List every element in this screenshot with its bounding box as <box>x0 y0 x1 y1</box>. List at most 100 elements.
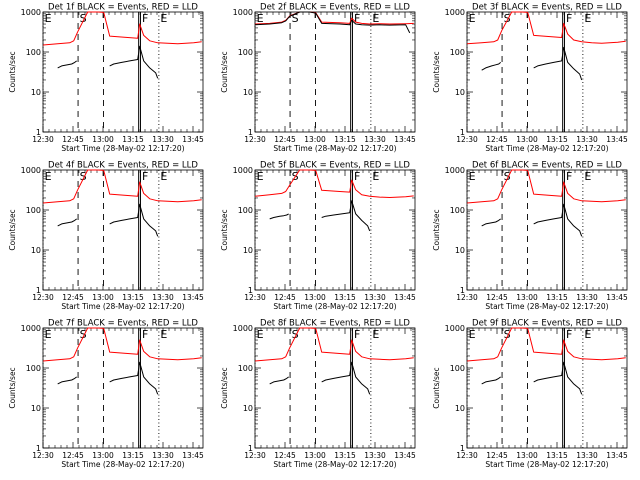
events-rate-line <box>109 45 159 79</box>
plot-frame <box>254 169 416 291</box>
chart-title: Det 5f BLACK = Events, RED = LLD <box>260 161 410 171</box>
x-axis-label: Start Time (28-May-02 12:17:20) <box>61 302 184 311</box>
event-marker-label: S <box>80 12 87 25</box>
events-rate-line <box>533 46 583 81</box>
event-marker-label: S <box>504 328 511 341</box>
event-marker-label: E <box>372 12 379 25</box>
y-axis-label: Counts/sec <box>220 209 229 250</box>
y-tick-label: 10 <box>243 88 253 97</box>
events-rate-line <box>481 218 502 227</box>
x-tick-label: 13:45 <box>182 293 204 302</box>
event-marker-label: E <box>469 170 476 183</box>
y-tick-label: 100 <box>450 206 465 215</box>
chart-panel-9: Det 9f BLACK = Events, RED = LLD 1 10 100 10… <box>432 319 628 470</box>
events-rate-line <box>321 200 371 232</box>
events-rate-line <box>321 361 371 395</box>
x-tick-label: 13:00 <box>92 293 114 302</box>
y-tick-label: 100 <box>450 48 465 57</box>
y-tick-label: 10 <box>455 88 465 97</box>
x-tick-label: 12:45 <box>486 135 508 144</box>
events-rate-line <box>109 361 159 395</box>
event-marker-label: E <box>372 170 379 183</box>
y-tick-label: 1 <box>36 128 41 137</box>
y-tick-label: 1000 <box>21 166 41 175</box>
x-tick-label: 13:45 <box>606 451 628 460</box>
x-tick-label: 13:45 <box>394 293 416 302</box>
event-marker-label: F <box>142 170 148 183</box>
y-tick-label: 1000 <box>233 324 253 333</box>
event-marker-label: E <box>45 170 52 183</box>
y-tick-label: 1 <box>248 444 253 453</box>
y-tick-label: 1 <box>248 286 253 295</box>
x-tick-label: 13:00 <box>92 451 114 460</box>
y-tick-label: 1 <box>36 444 41 453</box>
y-axis-label: Counts/sec <box>220 51 229 92</box>
plot-frame <box>42 169 204 291</box>
event-marker-label: S <box>80 170 87 183</box>
event-marker-label: S <box>80 328 87 341</box>
chart-panel-5: Det 5f BLACK = Events, RED = LLD 1 10 100 10… <box>220 161 416 312</box>
x-tick-label: 13:45 <box>182 451 204 460</box>
events-rate-line <box>481 62 502 71</box>
x-tick-label: 12:30 <box>32 451 54 460</box>
y-tick-label: 1 <box>460 286 465 295</box>
chart-title: Det 1f BLACK = Events, RED = LLD <box>48 3 198 13</box>
x-axis-label: Start Time (28-May-02 12:17:20) <box>61 144 184 153</box>
event-marker-label: E <box>45 328 52 341</box>
event-marker-label: F <box>354 12 360 25</box>
x-tick-label: 12:45 <box>62 135 84 144</box>
x-tick-label: 13:15 <box>546 135 568 144</box>
events-rate-line <box>57 218 77 227</box>
y-tick-label: 10 <box>243 404 253 413</box>
x-tick-label: 12:30 <box>244 451 266 460</box>
x-tick-label: 13:00 <box>516 293 538 302</box>
lld-rate-line <box>255 169 414 198</box>
y-tick-label: 100 <box>26 48 41 57</box>
y-axis-label: Counts/sec <box>432 367 441 408</box>
chart-title: Det 2f BLACK = Events, RED = LLD <box>260 3 410 13</box>
x-tick-label: 13:00 <box>516 135 538 144</box>
x-axis-label: Start Time (28-May-02 12:17:20) <box>485 144 608 153</box>
x-tick-label: 12:30 <box>244 293 266 302</box>
lld-rate-line <box>43 169 202 204</box>
y-tick-label: 1000 <box>445 166 465 175</box>
y-tick-label: 10 <box>31 88 41 97</box>
y-axis-label: Counts/sec <box>220 367 229 408</box>
x-tick-label: 13:30 <box>576 451 598 460</box>
x-tick-label: 12:30 <box>456 293 478 302</box>
x-tick-label: 12:45 <box>274 293 296 302</box>
lld-rate-line <box>43 11 202 46</box>
x-tick-label: 13:15 <box>122 135 144 144</box>
event-marker-label: F <box>142 328 148 341</box>
y-tick-label: 1000 <box>233 8 253 17</box>
chart-panel-6: Det 6f BLACK = Events, RED = LLD 1 10 100 10… <box>432 161 628 312</box>
chart-title: Det 4f BLACK = Events, RED = LLD <box>48 161 198 171</box>
event-marker-label: S <box>504 170 511 183</box>
x-tick-label: 13:45 <box>394 451 416 460</box>
event-marker-label: E <box>469 328 476 341</box>
event-marker-label: S <box>504 12 511 25</box>
x-tick-label: 13:30 <box>364 451 386 460</box>
x-tick-label: 13:15 <box>122 293 144 302</box>
y-tick-label: 100 <box>238 48 253 57</box>
plot-frame <box>42 327 204 449</box>
x-tick-label: 13:45 <box>606 135 628 144</box>
x-axis-label: Start Time (28-May-02 12:17:20) <box>273 302 396 311</box>
x-tick-label: 12:45 <box>486 451 508 460</box>
event-marker-label: E <box>257 170 264 183</box>
event-marker-label: F <box>566 170 572 183</box>
event-marker-label: F <box>354 170 360 183</box>
x-tick-label: 13:15 <box>546 451 568 460</box>
events-rate-line <box>109 203 159 237</box>
plot-frame <box>42 11 204 133</box>
chart-title: Det 6f BLACK = Events, RED = LLD <box>472 161 622 171</box>
chart-panel-4: Det 4f BLACK = Events, RED = LLD 1 10 100 10… <box>8 161 204 312</box>
y-tick-label: 1000 <box>21 8 41 17</box>
x-tick-label: 12:45 <box>274 135 296 144</box>
event-marker-label: F <box>566 12 572 25</box>
x-tick-label: 13:45 <box>394 135 416 144</box>
chart-panel-1: Det 1f BLACK = Events, RED = LLD 1 10 100 10… <box>8 3 204 154</box>
lld-rate-line <box>43 327 202 362</box>
x-axis-label: Start Time (28-May-02 12:17:20) <box>273 460 396 469</box>
